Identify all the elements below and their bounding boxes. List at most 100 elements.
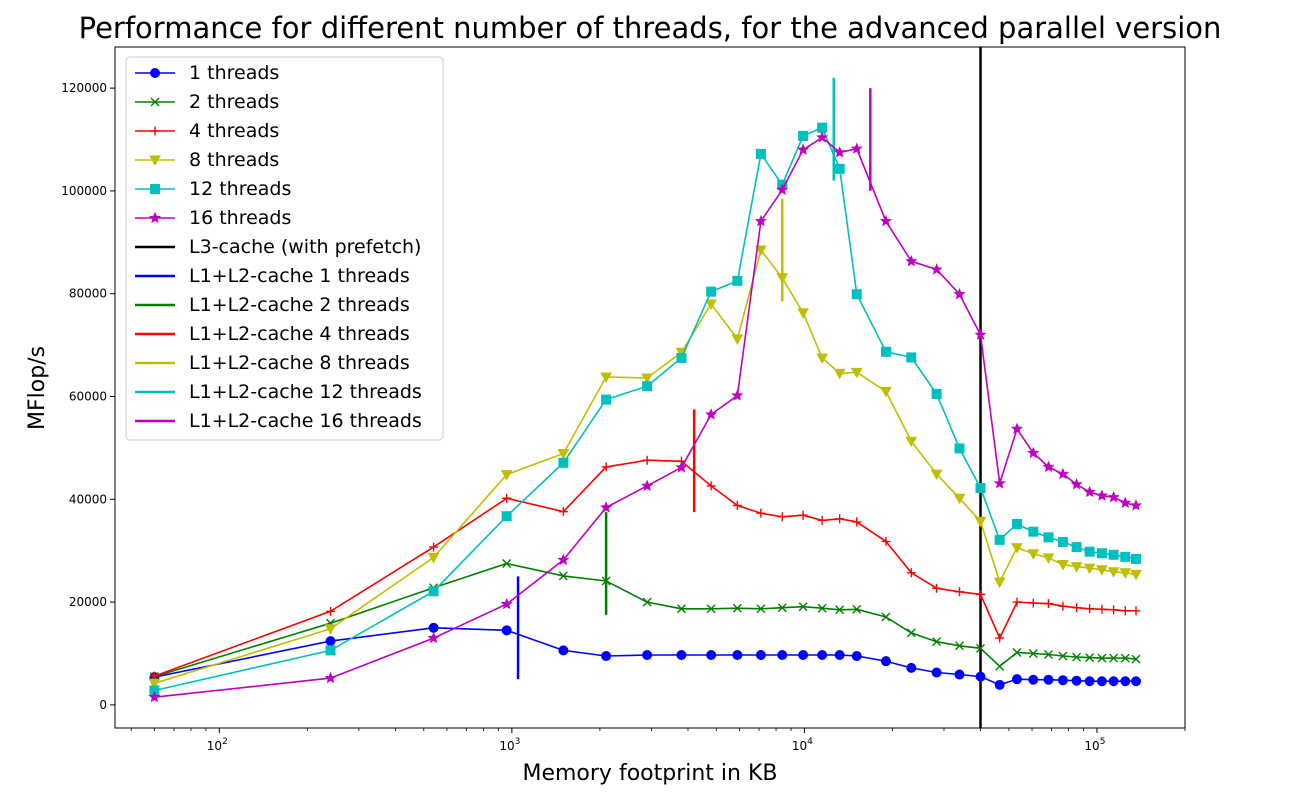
data-point [1028,526,1039,537]
data-point [428,622,439,633]
data-point [502,559,512,569]
data-point [777,650,788,661]
data-point [1028,598,1038,608]
y-axis-label: MFlop/s [25,346,50,430]
data-point [930,469,943,481]
data-point [976,643,986,653]
data-point [148,678,161,690]
legend-entry: L1+L2-cache 12 threads [135,381,422,403]
data-point [148,211,162,224]
data-point [326,606,336,616]
legend-entry: L1+L2-cache 2 threads [135,294,410,316]
data-point [754,214,767,227]
data-point [1072,603,1082,613]
data-point [558,645,569,656]
data-point [676,650,687,661]
legend-entry: L3-cache (with prefetch) [135,236,421,258]
legend-label: L1+L2-cache 12 threads [189,381,422,403]
legend-entry: L1+L2-cache 16 threads [135,410,422,432]
data-point [798,510,808,520]
data-point [797,308,809,319]
data-point [1027,446,1040,459]
y-tick-label: 40000 [69,492,107,506]
plot-area: 0 20000 40000 60000 80000 100000 120000 102 103 1… [61,46,1186,753]
data-point [557,553,570,566]
data-point [731,389,744,401]
data-point [816,353,828,364]
data-point [601,394,612,405]
series-line [154,459,1136,677]
legend-label: L1+L2-cache 4 threads [189,323,410,345]
data-point [1071,675,1082,686]
data-point [731,334,744,345]
data-point [974,328,987,341]
data-point [1070,562,1083,573]
data-point [324,624,337,635]
data-point [993,577,1006,589]
data-point [776,183,789,195]
data-point [706,286,717,297]
y-tick-label: 60000 [69,389,107,403]
data-point [1027,549,1040,560]
data-point [755,245,767,257]
legend-label: L3-cache (with prefetch) [189,236,421,258]
y-tick-label: 0 [99,698,107,712]
data-point [975,671,986,682]
data-point [833,368,846,380]
data-point [1012,647,1022,657]
axes-frame [114,46,1186,729]
data-point [501,511,512,522]
data-point [881,612,891,622]
legend-label: L1+L2-cache 1 threads [189,265,410,287]
data-point [501,625,512,636]
data-point [974,516,987,528]
series-group [149,559,1141,682]
data-point [994,679,1005,690]
legend-entry: L1+L2-cache 1 threads [135,265,410,287]
data-point [642,597,652,607]
data-point [816,131,829,143]
data-point [880,386,892,398]
data-point [601,651,612,662]
data-point [852,604,862,614]
data-point [931,388,942,399]
legend-label: 4 threads [189,120,279,142]
data-point [325,645,336,656]
data-point [601,576,611,586]
data-point [1108,676,1119,687]
legend-label: 1 threads [189,62,279,84]
data-point [1072,652,1082,662]
data-point [1044,599,1053,609]
data-point [1058,601,1068,611]
data-point [1096,565,1108,576]
data-point [642,381,653,392]
data-point [797,143,810,155]
data-point [994,534,1005,545]
data-point [906,662,917,673]
data-point [879,214,893,227]
data-point [1083,563,1096,575]
data-point [642,650,653,661]
data-point [817,122,828,133]
data-point [755,650,766,661]
data-point [817,515,827,525]
data-point [798,650,809,661]
data-point [1042,460,1055,473]
data-point [777,512,787,522]
data-point [881,536,891,546]
data-point [1109,653,1119,663]
data-point [932,583,942,593]
data-point [777,603,787,613]
data-point [1129,499,1143,511]
data-point [995,661,1005,671]
data-point [705,299,717,311]
data-point [558,507,568,517]
data-point [732,275,743,286]
data-point [906,352,917,363]
data-point [1131,553,1142,564]
data-point [954,587,964,597]
data-point [1043,674,1054,685]
legend-label: L1+L2-cache 2 threads [189,294,410,316]
data-point [833,146,846,158]
legend-entry: 4 threads [135,120,279,142]
